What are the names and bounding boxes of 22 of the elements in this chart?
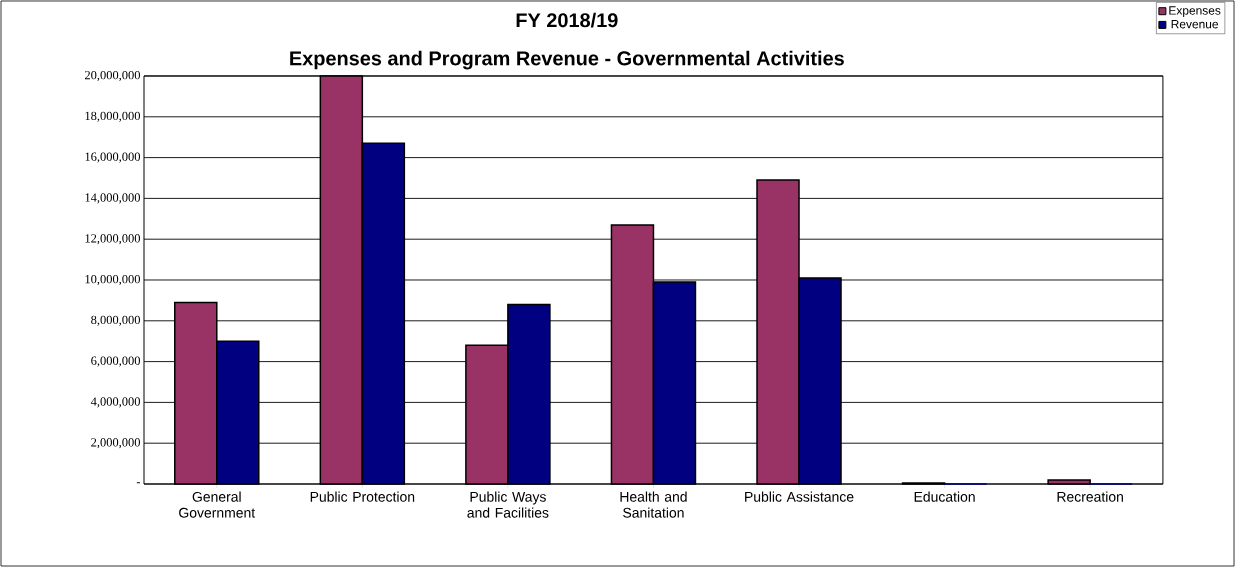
y-tick-label: -: [136, 482, 141, 484]
chart-subtitle: Expenses and Program Revenue - Governmental Activities: [290, 50, 844, 70]
chart-title: FY 2018/19: [516, 12, 618, 28]
x-tick-label: General Government: [179, 491, 256, 518]
x-tick-label: Recreation: [1057, 491, 1123, 502]
y-tick-label: 12,000,000: [85, 234, 140, 245]
x-tick-label: Education: [914, 491, 975, 502]
y-tick-label: 20,000,000: [84, 70, 140, 82]
x-tick-label: Health and Sanitation: [620, 491, 687, 518]
y-tick-label: 14,000,000: [85, 193, 140, 204]
legend-label: Expenses: [1169, 6, 1221, 18]
legend-label: Revenue: [1171, 20, 1219, 29]
y-tick-label: 6,000,000: [91, 356, 140, 367]
x-tick-label: Public Assistance: [745, 491, 854, 502]
x-tick-label: Public Protection: [310, 491, 415, 502]
y-tick-label: 2,000,000: [91, 438, 140, 449]
y-tick-label: 10,000,000: [85, 274, 140, 286]
x-tick-label: Public Ways and Facilities: [467, 491, 549, 518]
y-tick-label: 16,000,000: [85, 152, 140, 163]
y-tick-label: 4,000,000: [90, 397, 140, 408]
y-tick-label: 18,000,000: [85, 111, 140, 122]
y-tick-label: 8,000,000: [91, 315, 140, 326]
